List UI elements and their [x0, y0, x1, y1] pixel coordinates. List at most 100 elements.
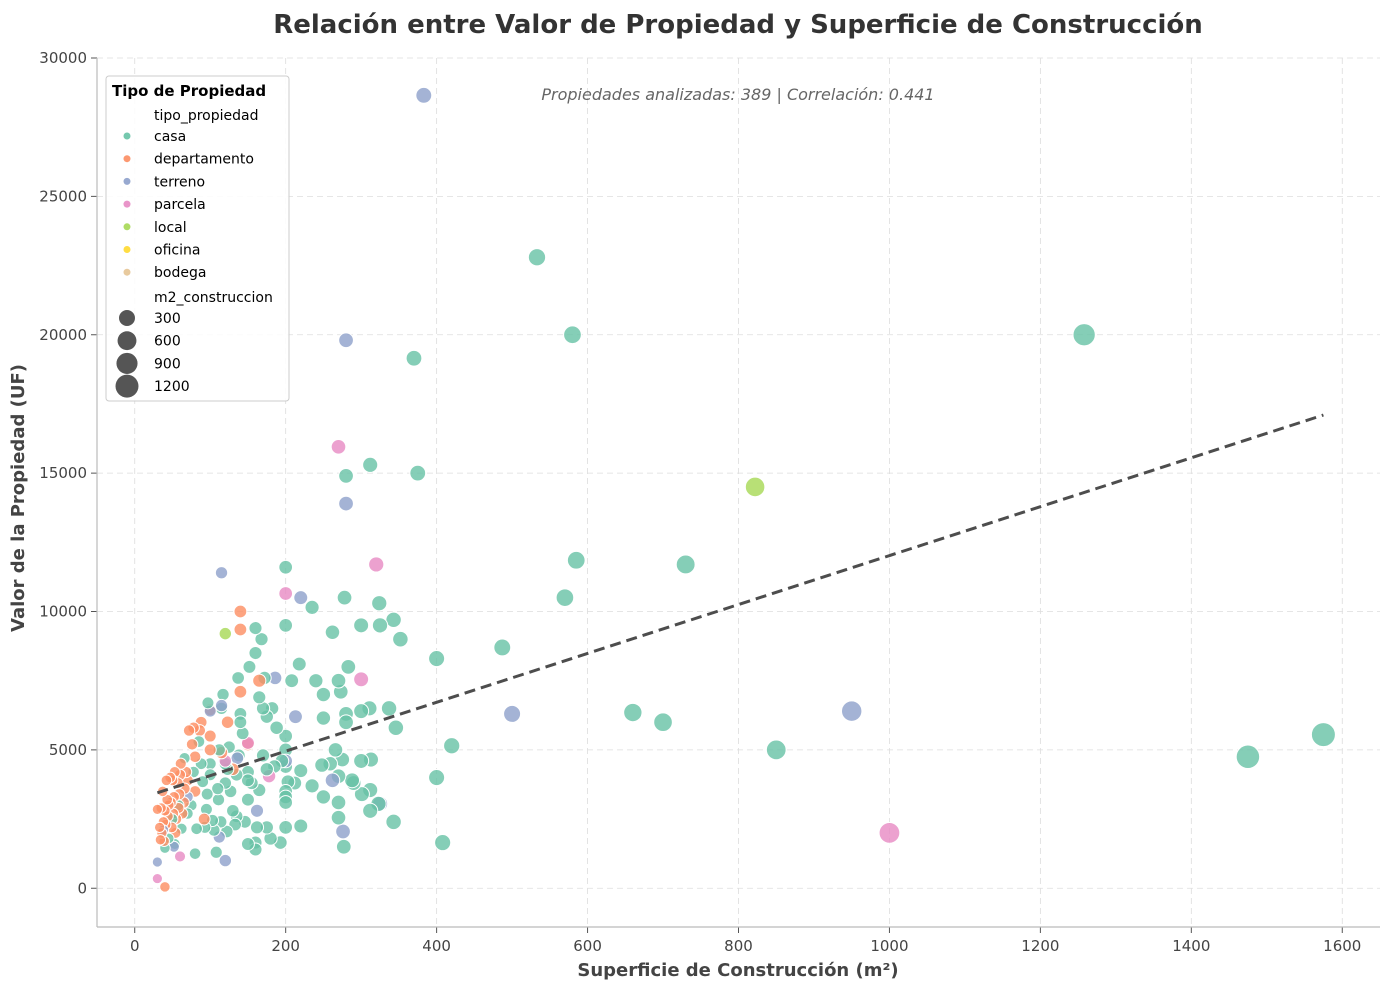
chart-title: Relación entre Valor de Propiedad y Supe… [273, 10, 1203, 40]
x-tick-label-6: 1200 [1021, 937, 1059, 955]
point-casa-51 [336, 589, 353, 606]
x-tick-label-1: 200 [271, 937, 300, 955]
point-casa-88 [278, 820, 294, 835]
point-casa-46 [338, 468, 354, 484]
point-casa-11 [563, 325, 582, 345]
point-departamento-129 [233, 684, 248, 699]
point-casa-112 [248, 645, 263, 661]
point-casa-27 [380, 700, 398, 717]
point-casa-61 [327, 742, 344, 758]
point-terreno-232 [151, 856, 163, 868]
point-casa-59 [330, 809, 347, 826]
point-casa-118 [240, 773, 255, 788]
legend-series-entries: casa departamento terreno parcela local ofici… [123, 129, 254, 281]
point-casa-124 [235, 726, 250, 741]
point-casa-87 [278, 795, 294, 810]
point-parcela-233 [151, 872, 163, 885]
point-departamento-127 [233, 604, 248, 619]
legend-label-bodega: bodega [154, 265, 206, 281]
point-casa-62 [324, 624, 341, 641]
legend-marker-casa [123, 132, 131, 140]
point-casa-105 [254, 632, 269, 647]
point-casa-120 [240, 837, 255, 851]
point-casa-100 [259, 762, 274, 777]
legend-size-marker-300 [119, 310, 135, 326]
legend-marker-bodega [123, 268, 131, 276]
y-tick-label-5: 25000 [39, 187, 87, 205]
point-casa-65 [315, 686, 332, 703]
legend-marker-parcela [123, 200, 131, 208]
point-casa-58 [330, 794, 347, 811]
point-casa-25 [385, 611, 402, 629]
x-tick-label-0: 0 [130, 937, 140, 955]
point-casa-34 [362, 456, 379, 473]
point-casa-41 [353, 752, 370, 769]
point-terreno-74 [293, 590, 309, 606]
point-casa-131 [231, 671, 245, 685]
point-casa-18 [428, 650, 446, 668]
point-parcela-90 [278, 586, 294, 601]
legend-marker-terreno [123, 177, 131, 185]
point-terreno-76 [288, 709, 303, 725]
legend-label-terreno: terreno [154, 174, 205, 190]
point-casa-26 [385, 813, 402, 831]
point-casa-157 [211, 782, 225, 796]
legend-size-marker-1200 [115, 374, 139, 398]
legend-marker-local [123, 223, 131, 231]
legend-label-departamento: departamento [154, 152, 254, 168]
point-departamento-231 [151, 803, 163, 815]
point-departamento-183 [185, 738, 199, 751]
point-terreno-20 [415, 86, 433, 104]
point-casa-66 [315, 710, 332, 726]
point-casa-73 [293, 818, 309, 834]
legend-frame [105, 75, 290, 402]
point-casa-136 [226, 803, 240, 818]
legend-size-label-1200: 1200 [154, 379, 190, 395]
point-casa-126 [233, 715, 248, 730]
legend-size-label-300: 300 [154, 311, 181, 327]
point-casa-111 [248, 621, 263, 636]
y-tick-label-4: 20000 [39, 326, 87, 344]
legend-label-oficina: oficina [154, 243, 200, 259]
legend-label-casa: casa [154, 129, 186, 145]
point-departamento-229 [154, 834, 167, 846]
point-terreno-50 [338, 495, 354, 512]
point-casa-167 [201, 696, 215, 710]
point-casa-22 [405, 349, 423, 367]
point-local-6 [744, 476, 766, 498]
point-casa-9 [623, 702, 643, 723]
legend-marker-departamento [123, 155, 131, 163]
point-departamento-171 [197, 812, 211, 826]
point-casa-69 [308, 673, 324, 689]
legend-marker-oficina [123, 246, 131, 253]
point-casa-45 [340, 658, 357, 675]
axes: 0 200 400 600 800 1000 1200 1400 1600 0 5000 10000 1… [39, 49, 1380, 955]
point-terreno-63 [324, 772, 341, 789]
trend-line-group [156, 413, 1324, 795]
point-departamento-164 [203, 729, 217, 743]
point-casa-8 [653, 712, 673, 733]
point-terreno-110 [249, 803, 265, 818]
legend-hue-label: tipo_propiedad [154, 108, 258, 124]
point-casa-30 [371, 595, 388, 612]
legend-size-marker-900 [116, 352, 138, 374]
point-terreno-14 [503, 704, 522, 723]
point-terreno-151 [214, 566, 229, 580]
point-departamento-128 [233, 622, 248, 637]
point-casa-24 [387, 719, 405, 736]
point-casa-67 [315, 789, 332, 805]
legend-label-local: local [154, 220, 187, 236]
point-casa-52 [335, 838, 352, 855]
point-parcela-3 [878, 822, 901, 844]
x-tick-label-4: 800 [724, 937, 753, 955]
point-casa-7 [675, 554, 696, 575]
point-casa-168 [200, 787, 214, 801]
point-casa-12 [555, 588, 575, 607]
point-departamento-141 [220, 715, 235, 729]
point-casa-72 [293, 763, 309, 779]
point-casa-93 [269, 720, 284, 736]
point-casa-70 [304, 599, 320, 615]
point-casa-15 [493, 638, 512, 657]
point-local-147 [218, 626, 233, 641]
y-tick-label-3: 15000 [39, 464, 87, 482]
